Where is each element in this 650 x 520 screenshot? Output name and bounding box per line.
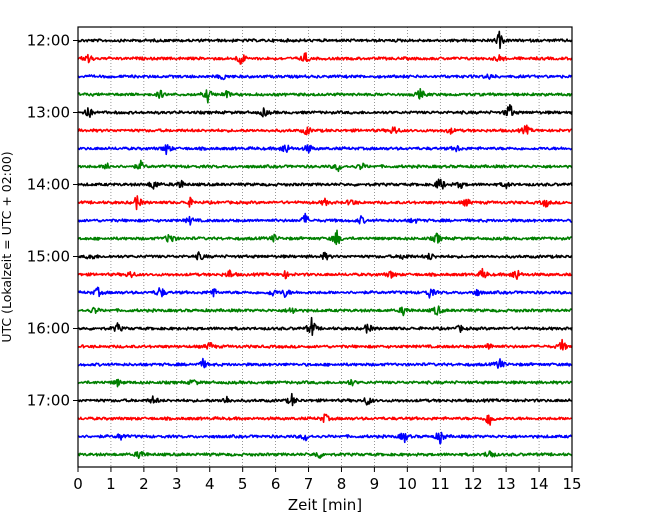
y-tick-label: 13:00 [27,104,70,122]
grid-lines [110,27,540,467]
y-tick-label: 17:00 [27,392,70,410]
x-tick-label: 14 [530,475,549,493]
trace-line [77,338,573,351]
trace-line [77,251,573,261]
trace-line [77,124,573,136]
y-tick-label: 15:00 [27,248,70,266]
trace-line [77,450,573,460]
trace-line [77,378,573,388]
x-tick-label: 1 [106,475,116,493]
trace-line [77,178,573,190]
trace-line [77,305,573,317]
y-tick-label: 16:00 [27,320,70,338]
x-tick-label: 9 [370,475,380,493]
x-tick-label: 3 [172,475,182,493]
x-tick-label: 7 [304,475,314,493]
y-axis-label: UTC (Lokalzeit = UTC + 02:00) [0,151,14,342]
trace-line [77,392,573,407]
x-tick-label: 4 [205,475,215,493]
trace-line [77,229,573,246]
x-tick-label: 8 [337,475,347,493]
x-tick-label: 12 [464,475,483,493]
x-axis-label: Zeit [min] [288,496,362,514]
trace-line [77,159,573,173]
x-axis-ticks: 0 1 2 3 4 5 6 7 8 9 10 11 12 13 14 15 [73,467,582,493]
trace-line [77,88,573,104]
trace-line [77,357,573,369]
trace-line [77,431,573,445]
trace-line [77,212,573,226]
x-tick-label: 15 [562,475,581,493]
plot-frame [77,26,573,468]
trace-line [77,30,573,50]
x-tick-label: 11 [431,475,450,493]
trace-line [77,286,573,299]
trace-line [77,316,573,337]
trace-line [77,267,573,280]
trace-line [77,195,573,211]
trace-line [77,103,573,118]
trace-line [77,73,573,81]
x-tick-label: 10 [398,475,417,493]
trace-line [77,413,573,426]
trace-line [77,52,573,65]
x-tick-label: 2 [139,475,149,493]
y-tick-label: 14:00 [27,176,70,194]
trace-line [77,144,573,156]
x-tick-label: 13 [497,475,516,493]
y-tick-label: 12:00 [27,32,70,50]
y-axis-ticks: 12:00 13:00 14:00 15:00 16:00 17:00 [27,32,78,410]
x-tick-label: 6 [271,475,281,493]
x-tick-label: 0 [73,475,83,493]
x-tick-label: 5 [238,475,248,493]
trace-lines [77,30,573,460]
